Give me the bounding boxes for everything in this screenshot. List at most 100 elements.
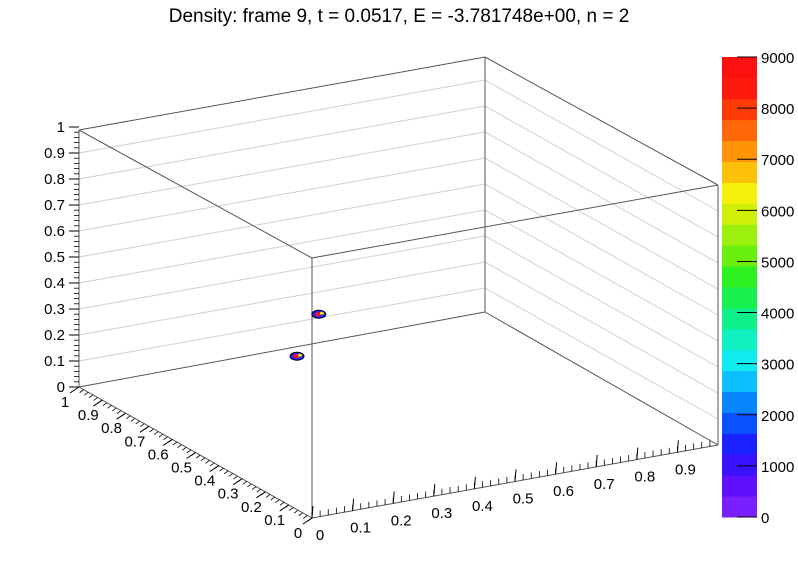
y-minor-tick [270,496,275,501]
grid-line [78,209,719,342]
y-minor-tick [293,509,299,514]
y-minor-tick [153,431,159,435]
y-minor-tick [228,473,234,477]
y-minor-tick [195,454,201,459]
colorbar-tick-label: 6000 [761,203,794,220]
grid-line [78,235,719,368]
y-minor-tick [265,494,271,498]
y-tick-label: 0.2 [241,499,262,516]
colorbar-segment [722,433,757,455]
colorbar-tick-label: 4000 [761,306,794,323]
grid-line [78,105,719,238]
grid-line [78,287,719,420]
colorbar-tick-labels: 0 1000 2000 3000 4000 5000 6000 7000 8000 9000 [761,50,794,527]
y-minor-tick [237,478,243,483]
y-minor-tick [247,483,252,488]
colorbar-segment [722,475,757,497]
y-minor-tick [158,433,164,438]
z-tick-label: 0.1 [44,353,65,370]
axis-tick-labels: 00.10.20.30.40.50.60.70.80.9100.10.20.30… [44,119,696,544]
box-edge [484,311,719,446]
z-tick-label: 0.9 [44,145,65,162]
y-tick-label: 0.6 [148,446,169,463]
colorbar-tick-label: 7000 [761,152,794,169]
y-tick-label: 0.5 [171,460,192,477]
colorbar-tick-label: 5000 [761,254,794,271]
box-frame [78,56,719,519]
colorbar-segment [722,203,757,225]
z-tick-label: 0.4 [44,275,65,292]
y-minor-tick [279,501,285,506]
y-tick-label: 0.7 [124,433,145,450]
y-minor-tick [251,486,257,490]
x-tick-label: 0.2 [391,512,412,529]
colorbar-segment [722,161,757,183]
y-minor-tick [126,415,131,420]
y-minor-tick [298,512,303,517]
box-edge [484,56,719,186]
y-minor-tick [112,407,117,412]
density-blob-highlight [298,353,302,357]
grid-lines [78,79,719,420]
colorbar-segment [722,77,757,100]
density-blob-highlight [319,311,324,315]
x-tick-label: 0.4 [472,498,493,515]
z-tick-label: 0.6 [44,223,65,240]
y-tick-label: 0.9 [78,407,99,424]
colorbar-tick-label: 8000 [761,101,794,118]
x-tick-label: 0.1 [350,520,371,537]
y-minor-tick [261,491,266,496]
y-minor-tick [135,420,140,425]
colorbar [722,56,757,518]
y-minor-tick [233,475,238,480]
density-blobs [289,309,327,361]
box-edge [78,311,486,388]
colorbar-segment [722,98,757,121]
grid-line [78,157,719,290]
y-minor-tick [186,449,192,454]
colorbar-segment [722,140,757,163]
colorbar-segment [722,370,757,393]
y-minor-tick [284,504,289,509]
y-minor-tick [84,391,89,396]
y-tick-label: 0 [294,525,302,542]
y-minor-tick [242,481,247,485]
y-minor-tick [177,444,182,448]
z-tick-label: 1 [57,119,65,136]
colorbar-tick-label: 1000 [761,459,794,476]
box-edge [311,184,719,259]
y-tick-label: 1 [61,394,69,411]
colorbar-segment [722,266,757,288]
y-minor-tick [167,439,173,443]
colorbar-tick-label: 9000 [761,50,794,67]
chart-title: Density: frame 9, t = 0.0517, E = -3.781… [168,6,630,27]
colorbar-segment [722,328,757,351]
y-minor-tick [130,418,136,422]
y-minor-tick [98,399,103,404]
z-tick-label: 0.5 [44,249,65,266]
colorbar-segment [722,119,757,142]
y-minor-tick [93,397,98,401]
y-tick [69,386,80,394]
z-tick-label: 0.3 [44,301,65,318]
z-tick-label: 0.8 [44,171,65,188]
colorbar-tick-label: 3000 [761,357,794,374]
y-tick-label: 0.1 [264,512,285,529]
colorbar-segment [722,245,757,267]
colorbar-segment [722,454,757,476]
colorbar-segment [722,224,757,246]
y-minor-tick [181,446,187,451]
y-minor-tick [79,389,84,393]
y-minor-tick [289,507,294,511]
x-tick-label: 0.3 [431,505,452,522]
y-minor-tick [163,436,168,441]
colorbar-segment [722,496,757,518]
colorbar-segment [722,349,757,372]
box-edge [78,56,486,131]
grid-line [78,79,719,212]
colorbar-tick-label: 0 [761,510,769,527]
x-tick-label: 0.5 [513,491,534,508]
colorbar-segment [722,57,757,79]
y-minor-tick [102,402,108,407]
colorbar-segment [722,391,757,413]
